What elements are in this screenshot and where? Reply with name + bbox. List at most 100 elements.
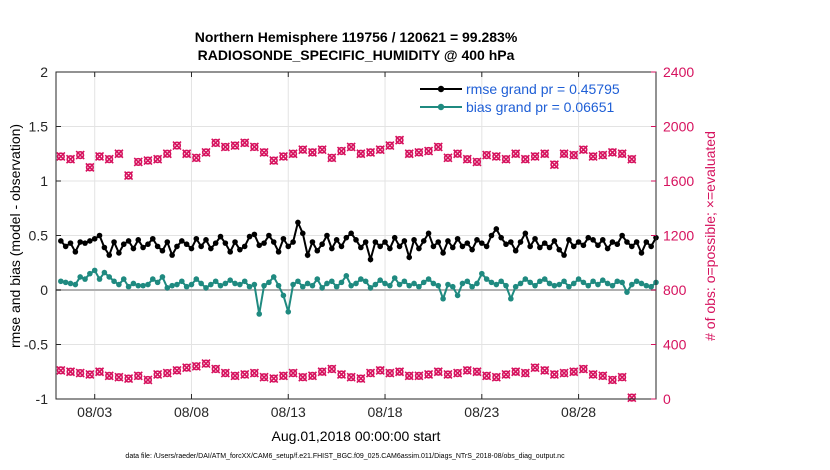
rmse-point bbox=[454, 235, 461, 242]
rmse-point bbox=[609, 239, 616, 245]
obs-count-marker bbox=[240, 138, 250, 148]
obs-count-marker bbox=[540, 365, 550, 375]
obs-count-marker bbox=[104, 154, 114, 164]
rmse-point bbox=[643, 239, 650, 245]
bias-point bbox=[367, 285, 374, 291]
rmse-point bbox=[556, 246, 563, 253]
rmse-point bbox=[67, 240, 74, 246]
obs-evaluated-point bbox=[443, 153, 453, 163]
obs-evaluated-point bbox=[394, 135, 405, 145]
obs-possible-point bbox=[85, 370, 94, 379]
obs-evaluated-point bbox=[346, 142, 356, 152]
obs-count-marker bbox=[269, 373, 279, 384]
obs-evaluated-point bbox=[617, 372, 627, 382]
rmse-point bbox=[130, 245, 137, 252]
bias-point bbox=[387, 282, 393, 289]
obs-evaluated-point bbox=[607, 375, 618, 385]
obs-evaluated-point bbox=[627, 393, 637, 403]
obs-possible-point bbox=[395, 367, 404, 376]
obs-evaluated-point bbox=[182, 149, 192, 159]
series-layer bbox=[56, 135, 659, 403]
bias-point bbox=[116, 281, 122, 288]
obs-evaluated-point bbox=[472, 367, 482, 377]
bias-point bbox=[324, 280, 330, 287]
obs-possible-point bbox=[211, 138, 220, 147]
bias-point bbox=[304, 280, 311, 287]
rmse-point bbox=[270, 239, 277, 245]
obs-count-marker bbox=[249, 142, 259, 152]
rmse-point bbox=[261, 240, 267, 246]
obs-count-marker bbox=[220, 368, 230, 378]
obs-evaluated-point bbox=[511, 367, 521, 377]
bias-point bbox=[556, 281, 563, 288]
obs-count-marker bbox=[298, 145, 308, 155]
bias-point bbox=[140, 282, 146, 289]
obs-evaluated-point bbox=[56, 151, 66, 162]
bias-point bbox=[82, 276, 88, 282]
rmse-point bbox=[295, 219, 301, 226]
bias-point bbox=[261, 282, 267, 289]
obs-possible-point bbox=[463, 155, 472, 164]
rmse-point bbox=[420, 238, 427, 244]
obs-evaluated-point bbox=[588, 369, 598, 380]
bias-point bbox=[498, 278, 504, 285]
bias-point bbox=[174, 281, 180, 288]
obs-possible-point bbox=[66, 155, 75, 164]
obs-possible-point bbox=[298, 145, 307, 154]
bias-point bbox=[343, 273, 350, 279]
obs-possible-point bbox=[105, 155, 114, 164]
obs-count-marker bbox=[462, 365, 472, 375]
obs-evaluated-point bbox=[327, 364, 337, 374]
obs-count-marker bbox=[211, 138, 221, 148]
rmse-point bbox=[367, 256, 374, 263]
obs-count-marker bbox=[598, 150, 608, 160]
legend-bias-label: bias grand pr = 0.06651 bbox=[466, 99, 614, 115]
obs-count-marker bbox=[559, 149, 569, 159]
obs-count-marker bbox=[569, 367, 579, 377]
obs-evaluated-point bbox=[153, 154, 163, 164]
y-tick-label-left: 1 bbox=[40, 173, 48, 189]
rmse-point bbox=[193, 235, 200, 242]
bias-point bbox=[222, 280, 229, 287]
obs-evaluated-point bbox=[453, 368, 463, 378]
bias-point bbox=[208, 281, 214, 288]
rmse-point bbox=[140, 244, 146, 251]
obs-count-marker bbox=[375, 365, 385, 375]
obs-evaluated-point bbox=[598, 371, 608, 381]
rmse-point bbox=[198, 243, 204, 250]
bias-point bbox=[503, 282, 509, 289]
obs-evaluated-point bbox=[424, 369, 434, 380]
obs-count-marker bbox=[346, 372, 356, 382]
bias-point bbox=[309, 282, 316, 289]
obs-possible-point bbox=[318, 367, 327, 376]
obs-count-marker bbox=[394, 135, 405, 145]
obs-possible-point bbox=[385, 141, 394, 150]
rmse-point bbox=[353, 237, 359, 243]
obs-evaluated-point bbox=[104, 371, 114, 381]
obs-evaluated-point bbox=[317, 145, 327, 155]
obs-possible-point bbox=[588, 152, 598, 161]
x-tick-label: 08/28 bbox=[561, 404, 596, 420]
obs-count-marker bbox=[607, 147, 618, 157]
obs-evaluated-point bbox=[317, 367, 327, 377]
rmse-point bbox=[624, 239, 630, 245]
obs-possible-point bbox=[482, 371, 491, 380]
bias-point bbox=[246, 283, 253, 290]
bias-point bbox=[232, 280, 238, 287]
obs-evaluated-point bbox=[278, 151, 288, 162]
obs-possible-point bbox=[356, 149, 365, 158]
y-tick-label-right: 1200 bbox=[663, 228, 694, 244]
rmse-point bbox=[585, 234, 592, 241]
bias-point bbox=[532, 282, 538, 289]
obs-count-marker bbox=[443, 153, 453, 163]
obs-evaluated-point bbox=[288, 149, 298, 159]
bias-point bbox=[425, 276, 432, 282]
obs-count-marker bbox=[394, 367, 405, 377]
obs-count-marker bbox=[540, 149, 550, 159]
rmse-point bbox=[58, 238, 64, 244]
obs-possible-point bbox=[318, 145, 327, 154]
rmse-point bbox=[430, 243, 437, 250]
bias-point bbox=[285, 309, 292, 315]
obs-evaluated-point bbox=[240, 138, 250, 148]
obs-possible-point bbox=[521, 369, 530, 378]
